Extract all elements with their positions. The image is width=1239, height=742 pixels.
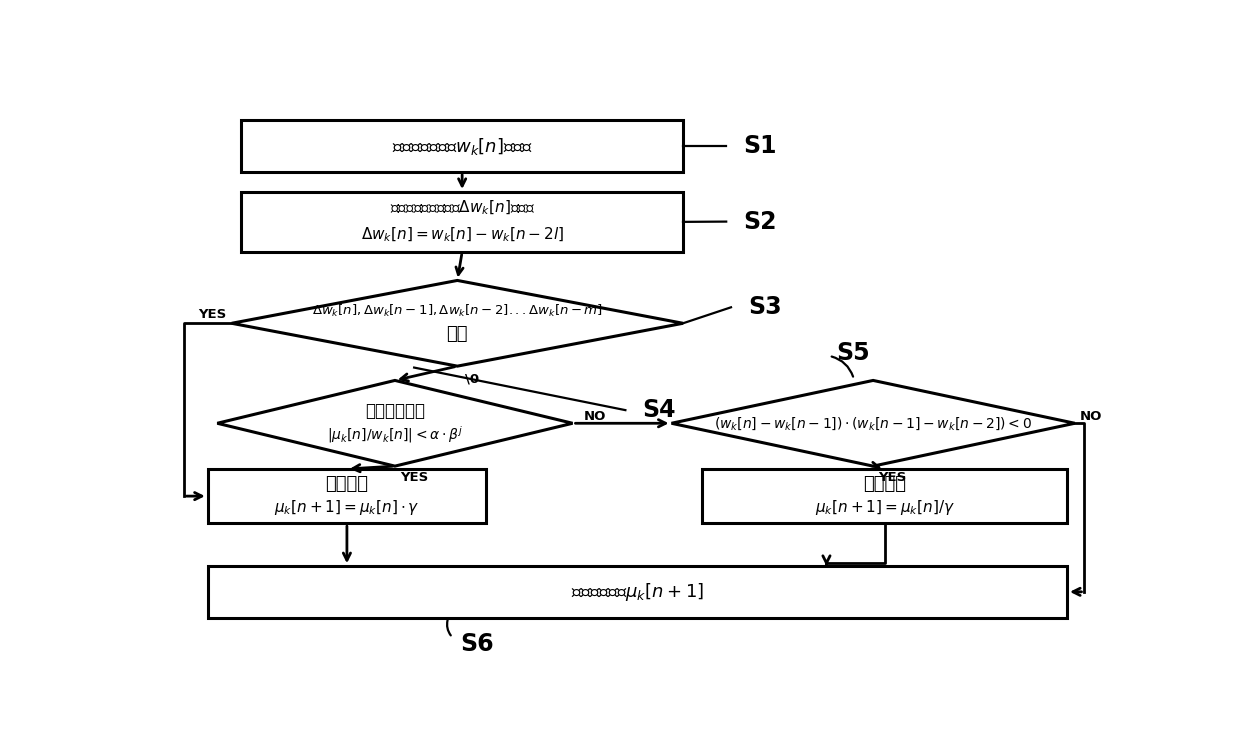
Text: $|\mu_k[n]/w_k[n]| < \alpha\cdot\beta^j$: $|\mu_k[n]/w_k[n]| < \alpha\cdot\beta^j$ (327, 424, 463, 445)
Text: NO: NO (1079, 410, 1101, 423)
Text: 衰减步长: 衰减步长 (864, 475, 906, 493)
Text: YES: YES (400, 470, 427, 484)
Text: $\Delta w_k[n]=w_k[n]-w_k[n-2l]$: $\Delta w_k[n]=w_k[n]-w_k[n-2l]$ (361, 226, 564, 243)
Text: 同号: 同号 (446, 324, 468, 343)
Text: 计算参数相对变化量$\Delta w_k[n]$并储存: 计算参数相对变化量$\Delta w_k[n]$并储存 (389, 199, 535, 217)
Text: S2: S2 (743, 209, 777, 234)
FancyBboxPatch shape (242, 192, 683, 252)
FancyBboxPatch shape (208, 469, 486, 523)
Text: \0: \0 (465, 373, 479, 386)
Text: $\mu_k[n+1]=\mu_k[n]\cdot\gamma$: $\mu_k[n+1]=\mu_k[n]\cdot\gamma$ (274, 498, 420, 517)
Text: YES: YES (198, 308, 227, 321)
Polygon shape (672, 381, 1074, 466)
Text: S4: S4 (643, 398, 676, 422)
FancyBboxPatch shape (208, 566, 1067, 617)
Text: YES: YES (878, 470, 906, 484)
Polygon shape (217, 381, 572, 466)
Text: NO: NO (584, 410, 606, 423)
Text: S3: S3 (748, 295, 782, 319)
Text: S5: S5 (836, 341, 870, 365)
Text: S1: S1 (743, 134, 777, 158)
Text: S6: S6 (460, 632, 494, 657)
Text: $\Delta w_k[n],\Delta w_k[n-1],\Delta w_k[n-2]...\Delta w_k[n-m]$: $\Delta w_k[n],\Delta w_k[n-1],\Delta w_… (312, 303, 603, 319)
Text: 变化小于阈限: 变化小于阈限 (366, 401, 425, 420)
Text: 增益步长: 增益步长 (326, 475, 368, 493)
Text: $\mu_k[n+1]=\mu_k[n]/\gamma$: $\mu_k[n+1]=\mu_k[n]/\gamma$ (815, 498, 954, 517)
Text: $(w_k[n]-w_k[n-1])\cdot(w_k[n-1]-w_k[n-2])<0$: $(w_k[n]-w_k[n-1])\cdot(w_k[n-1]-w_k[n-2… (714, 415, 1032, 432)
FancyBboxPatch shape (242, 120, 683, 172)
Text: 输入当前参数值$w_k[n]$并储存: 输入当前参数值$w_k[n]$并储存 (392, 136, 533, 157)
Polygon shape (232, 280, 683, 366)
FancyBboxPatch shape (703, 469, 1067, 523)
Text: 输出步长结果$\mu_k[n+1]$: 输出步长结果$\mu_k[n+1]$ (571, 581, 704, 603)
